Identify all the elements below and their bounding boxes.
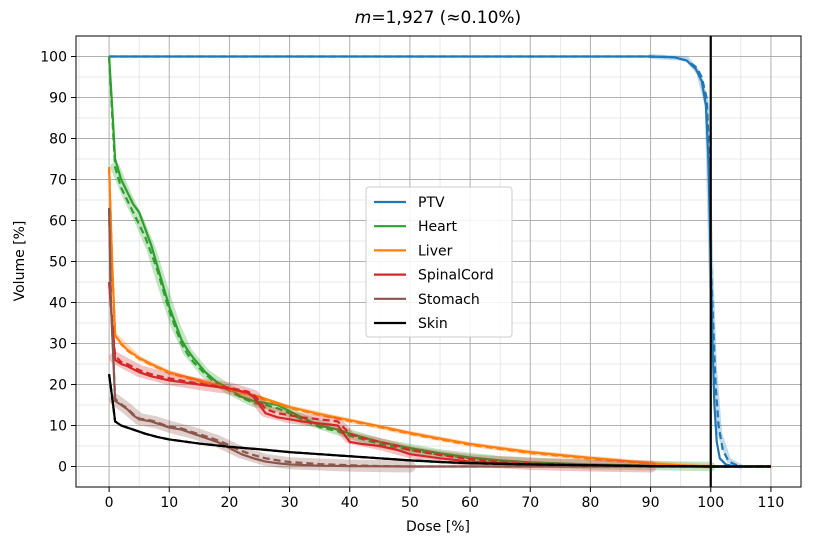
y-tick-label: 50 <box>49 255 67 271</box>
legend-item-skin: Skin <box>374 316 448 332</box>
legend-item-heart: Heart <box>374 219 457 235</box>
legend-item-stomach: Stomach <box>374 292 480 308</box>
legend-item-liver: Liver <box>374 243 453 259</box>
x-tick-label: 90 <box>642 495 660 511</box>
series-liver-line <box>107 167 771 468</box>
x-tick-label: 70 <box>521 495 539 511</box>
series-skin-line <box>107 374 771 468</box>
legend-label: Heart <box>418 219 457 235</box>
y-tick-label: 20 <box>49 378 67 394</box>
y-tick-label: 30 <box>49 337 67 353</box>
y-tick-label: 100 <box>40 50 67 66</box>
legend-label: Skin <box>418 316 448 332</box>
series-ptv-line <box>109 55 771 468</box>
chart-title-prefix: m <box>355 8 372 28</box>
y-tick-label: 0 <box>58 460 67 476</box>
y-axis-label: Volume [%] <box>12 221 28 302</box>
series-stomach-line <box>107 208 771 468</box>
series-spinalcord <box>107 281 771 473</box>
y-tick-label: 80 <box>49 132 67 148</box>
legend-item-spinalcord: SpinalCord <box>374 268 494 284</box>
legend-label: Liver <box>418 243 453 259</box>
series-skin <box>107 374 771 468</box>
x-tick-label: 110 <box>758 495 785 511</box>
series-spinalcord-band <box>109 351 657 473</box>
x-tick-label: 80 <box>582 495 600 511</box>
series-spinalcord-line <box>107 281 771 468</box>
x-tick-label: 60 <box>461 495 479 511</box>
y-tick-label: 70 <box>49 173 67 189</box>
series-heart-dashed <box>107 56 771 468</box>
y-tick-label: 40 <box>49 296 67 312</box>
x-tick-label: 10 <box>160 495 178 511</box>
chart-title: m=1,927 (≈0.10%) <box>355 8 521 28</box>
x-axis-label: Dose [%] <box>406 519 470 535</box>
x-tick-label: 40 <box>341 495 359 511</box>
y-tick-label: 60 <box>49 214 67 230</box>
legend-item-ptv: PTV <box>374 195 445 211</box>
legend-label: Stomach <box>418 292 480 308</box>
y-tick-label: 90 <box>49 91 67 107</box>
grid <box>76 36 801 487</box>
x-tick-label: 0 <box>105 495 114 511</box>
series-liver <box>107 167 771 469</box>
x-tick-label: 20 <box>221 495 239 511</box>
x-tick-label: 50 <box>401 495 419 511</box>
series-lines <box>107 54 771 473</box>
axis-ticks: 0 10 20 30 40 50 60 70 80 90 100 110 0 10 20 30 40 50 60 70… <box>40 50 784 512</box>
chart-title-rest: =1,927 (≈0.10%) <box>371 8 521 28</box>
y-tick-label: 10 <box>49 419 67 435</box>
x-tick-label: 30 <box>281 495 299 511</box>
series-heart-line <box>107 56 771 468</box>
series-spinalcord-dashed <box>107 281 771 468</box>
legend-label: PTV <box>418 195 445 211</box>
x-tick-label: 100 <box>697 495 724 511</box>
legend-label: SpinalCord <box>418 268 494 284</box>
legend: PTV Heart Liver SpinalCord Stomach Skin <box>365 186 513 338</box>
series-stomach <box>107 208 771 473</box>
